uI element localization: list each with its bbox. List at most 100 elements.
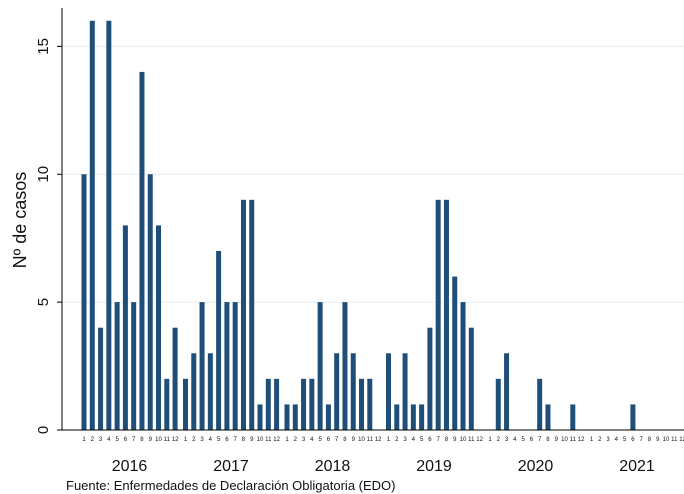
month-tick-label: 7 bbox=[234, 437, 238, 443]
month-tick-label: 1 bbox=[82, 437, 86, 443]
year-label-2020: 2020 bbox=[518, 458, 554, 475]
bar-2020-2 bbox=[495, 378, 501, 430]
month-tick-label: 2 bbox=[192, 437, 196, 443]
month-tick-label: 1 bbox=[285, 437, 289, 443]
month-tick-label: 6 bbox=[124, 437, 128, 443]
bar-2019-4 bbox=[410, 404, 416, 430]
month-tick-label: 3 bbox=[200, 437, 204, 443]
bar-2017-5 bbox=[216, 250, 222, 430]
month-tick-label: 10 bbox=[358, 437, 365, 443]
month-tick-label: 2 bbox=[294, 437, 298, 443]
month-tick-label: 4 bbox=[107, 437, 111, 443]
bar-2017-6 bbox=[224, 302, 230, 430]
y-tick-label: 15 bbox=[35, 38, 52, 55]
month-tick-label: 9 bbox=[352, 437, 356, 443]
month-tick-label: 6 bbox=[530, 437, 534, 443]
bar-2016-6 bbox=[122, 225, 128, 430]
bar-2019-11 bbox=[468, 327, 474, 430]
month-tick-label: 8 bbox=[242, 437, 246, 443]
month-tick-label: 12 bbox=[679, 437, 684, 443]
month-tick-label: 6 bbox=[428, 437, 432, 443]
bar-2019-8 bbox=[443, 199, 449, 430]
month-tick-label: 7 bbox=[640, 437, 644, 443]
month-tick-label: 4 bbox=[513, 437, 517, 443]
year-labels: 2016 2017 2018 2019 2020 2021 bbox=[112, 458, 655, 475]
month-tick-label: 11 bbox=[164, 437, 171, 443]
year-label-2019: 2019 bbox=[416, 458, 452, 475]
bar-2019-3 bbox=[402, 353, 408, 430]
month-tick-label: 3 bbox=[302, 437, 306, 443]
month-tick-label: 9 bbox=[250, 437, 254, 443]
bar-2018-8 bbox=[342, 302, 348, 430]
month-tick-label: 9 bbox=[555, 437, 559, 443]
month-tick-label: 2 bbox=[395, 437, 399, 443]
bar-2017-3 bbox=[199, 302, 205, 430]
month-tick-label: 6 bbox=[225, 437, 229, 443]
bar-2018-4 bbox=[309, 378, 315, 430]
month-tick-label: 9 bbox=[453, 437, 457, 443]
month-tick-label: 5 bbox=[521, 437, 525, 443]
bar-2021-6 bbox=[630, 404, 636, 430]
month-tick-label: 3 bbox=[606, 437, 610, 443]
bar-2019-10 bbox=[460, 302, 466, 430]
month-tick-label: 1 bbox=[488, 437, 492, 443]
month-tick-label: 11 bbox=[367, 437, 374, 443]
gridlines bbox=[62, 45, 684, 303]
month-tick-label: 3 bbox=[505, 437, 509, 443]
bar-2016-10 bbox=[156, 225, 162, 430]
bar-2017-1 bbox=[183, 378, 188, 430]
bar-2020-8 bbox=[545, 404, 551, 430]
month-tick-label: 1 bbox=[387, 437, 391, 443]
month-tick-label: 2 bbox=[598, 437, 602, 443]
bar-2018-5 bbox=[317, 302, 323, 430]
bar-2017-2 bbox=[191, 353, 197, 430]
bar-2018-9 bbox=[350, 353, 356, 430]
month-tick-label: 4 bbox=[310, 437, 314, 443]
bar-2018-3 bbox=[301, 378, 307, 430]
month-tick-label: 7 bbox=[437, 437, 441, 443]
month-tick-label: 3 bbox=[99, 437, 103, 443]
month-tick-label: 11 bbox=[468, 437, 475, 443]
y-axis-label: Nº de casos bbox=[10, 172, 30, 269]
month-tick-label: 10 bbox=[561, 437, 568, 443]
month-tick-label: 5 bbox=[318, 437, 322, 443]
month-tick-label: 12 bbox=[578, 437, 585, 443]
month-tick-label: 8 bbox=[445, 437, 449, 443]
month-tick-label: 8 bbox=[140, 437, 144, 443]
month-tick-label: 6 bbox=[631, 437, 635, 443]
month-tick-label: 10 bbox=[257, 437, 264, 443]
month-tick-label: 10 bbox=[460, 437, 467, 443]
month-tick-label: 5 bbox=[115, 437, 119, 443]
month-tick-label: 10 bbox=[155, 437, 162, 443]
bar-2016-11 bbox=[164, 378, 170, 430]
axes: Nº de casos bbox=[10, 8, 684, 431]
month-tick-label: 12 bbox=[172, 437, 179, 443]
bar-2017-12 bbox=[274, 378, 280, 430]
bar-2018-2 bbox=[292, 404, 298, 430]
month-tick-label: 1 bbox=[184, 437, 188, 443]
bar-2016-8 bbox=[139, 71, 145, 430]
month-tick-label: 7 bbox=[335, 437, 339, 443]
month-tick-label: 8 bbox=[546, 437, 550, 443]
bar-2017-4 bbox=[207, 353, 213, 430]
month-tick-label: 6 bbox=[327, 437, 331, 443]
year-label-2016: 2016 bbox=[112, 458, 148, 475]
month-tick-label: 5 bbox=[217, 437, 221, 443]
bar-2019-7 bbox=[435, 199, 441, 430]
month-tick-label: 2 bbox=[497, 437, 501, 443]
month-tick-label: 5 bbox=[623, 437, 627, 443]
month-tick-label: 11 bbox=[265, 437, 272, 443]
month-tick-label: 11 bbox=[570, 437, 577, 443]
month-tick-label: 12 bbox=[476, 437, 483, 443]
bar-2019-2 bbox=[394, 404, 400, 430]
source-note: Fuente: Enfermedades de Declaración Obli… bbox=[66, 478, 396, 493]
month-tick-label: 12 bbox=[375, 437, 382, 443]
year-label-2018: 2018 bbox=[315, 458, 351, 475]
bar-2018-10 bbox=[359, 378, 365, 430]
bar-2016-7 bbox=[131, 302, 137, 430]
month-tick-label: 5 bbox=[420, 437, 424, 443]
month-tick-label: 4 bbox=[615, 437, 619, 443]
bar-2018-7 bbox=[334, 353, 340, 430]
y-ticks: 0 5 10 15 bbox=[35, 38, 62, 434]
bar-2016-2 bbox=[89, 20, 95, 431]
